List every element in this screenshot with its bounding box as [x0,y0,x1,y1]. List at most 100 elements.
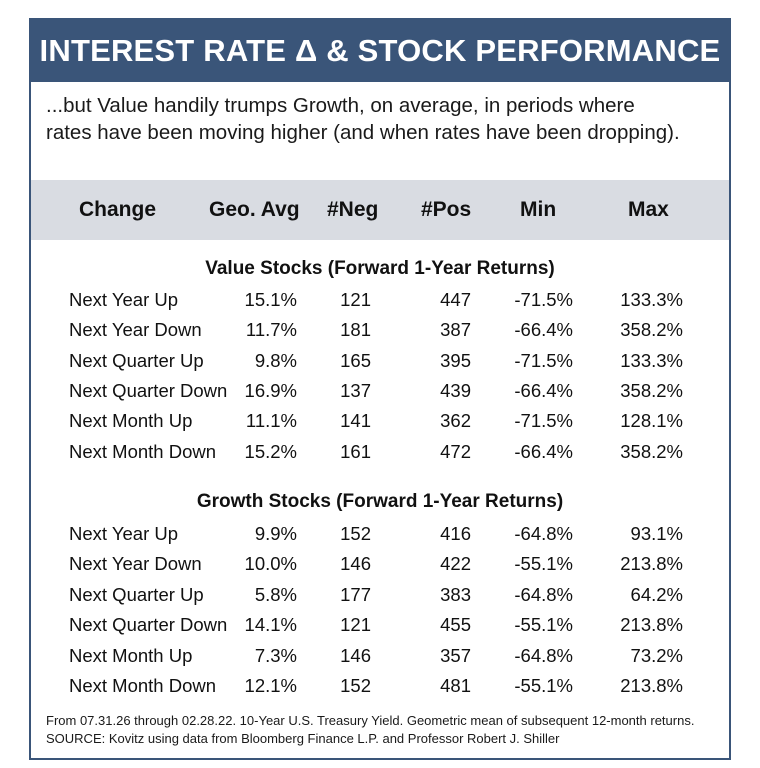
geo-avg-value: 15.2% [244,441,297,462]
row-label: Next Year Down [69,553,202,574]
geo-avg-value: 9.9% [254,523,297,544]
subtitle-line-1: ...but Value handily trumps Growth, on a… [46,94,635,117]
pos-count: 362 [440,410,471,431]
neg-count: 121 [340,289,371,310]
subtitle-line-2: rates have been moving higher (and when … [46,121,680,144]
geo-avg-value: 16.9% [244,380,297,401]
neg-count: 161 [340,441,371,462]
neg-count: 146 [340,553,371,574]
table-row: Next Year Up 15.1% 121 447 -71.5% 133.3% [31,285,729,315]
geo-avg-value: 5.8% [254,584,297,605]
pos-count: 357 [440,645,471,666]
row-label: Next Month Up [69,645,193,666]
column-header-max: Max [628,198,669,221]
min-value: -55.1% [514,675,573,696]
pos-count: 383 [440,584,471,605]
neg-count: 121 [340,614,371,635]
pos-count: 422 [440,553,471,574]
figure-frame: INTEREST RATE Δ & STOCK PERFORMANCE ...b… [29,18,731,760]
figure-subtitle: ...but Value handily trumps Growth, on a… [46,92,716,146]
section-title-value: Value Stocks (Forward 1-Year Returns) [205,258,555,279]
table-row: Next Year Down 10.0% 146 422 -55.1% 213.… [31,549,729,579]
column-header-min: Min [520,198,557,221]
min-value: -64.8% [514,645,573,666]
section-title-growth: Growth Stocks (Forward 1-Year Returns) [196,491,564,512]
min-value: -66.4% [514,441,573,462]
column-header-geo-avg: Geo. Avg [209,198,300,221]
geo-avg-value: 15.1% [244,289,297,310]
neg-count: 137 [340,380,371,401]
geo-avg-value: 9.8% [254,350,297,371]
min-value: -71.5% [514,410,573,431]
pos-count: 447 [440,289,471,310]
max-value: 73.2% [630,645,683,666]
row-label: Next Quarter Down [69,614,228,635]
table-row: Next Month Up 11.1% 141 362 -71.5% 128.1… [31,406,729,436]
neg-count: 177 [340,584,371,605]
row-label: Next Quarter Down [69,380,228,401]
max-value: 93.1% [630,523,683,544]
row-label: Next Year Down [69,319,202,340]
footnote-line-1: From 07.31.26 through 02.28.22. 10-Year … [46,713,695,728]
min-value: -66.4% [514,319,573,340]
max-value: 128.1% [620,410,683,431]
max-value: 358.2% [620,380,683,401]
neg-count: 152 [340,675,371,696]
table-row: Next Quarter Down 16.9% 137 439 -66.4% 3… [31,376,729,406]
row-label: Next Month Down [69,675,217,696]
min-value: -55.1% [514,553,573,574]
pos-count: 439 [440,380,471,401]
table-header: Change Geo. Avg #Neg #Pos Min Max [31,180,729,240]
table-row: Next Month Down 15.2% 161 472 -66.4% 358… [31,437,729,467]
table-row: Next Quarter Up 5.8% 177 383 -64.8% 64.2… [31,580,729,610]
max-value: 133.3% [620,350,683,371]
geo-avg-value: 14.1% [244,614,297,635]
neg-count: 146 [340,645,371,666]
table-row: Next Year Up 9.9% 152 416 -64.8% 93.1% [31,519,729,549]
neg-count: 152 [340,523,371,544]
geo-avg-value: 10.0% [244,553,297,574]
max-value: 358.2% [620,441,683,462]
table-row: Next Quarter Down 14.1% 121 455 -55.1% 2… [31,610,729,640]
max-value: 133.3% [620,289,683,310]
pos-count: 416 [440,523,471,544]
pos-count: 387 [440,319,471,340]
pos-count: 455 [440,614,471,635]
pos-count: 395 [440,350,471,371]
row-label: Next Month Down [69,441,217,462]
column-header-neg: #Neg [327,198,379,221]
geo-avg-value: 11.7% [245,319,297,340]
min-value: -55.1% [514,614,573,635]
pos-count: 472 [440,441,471,462]
min-value: -71.5% [514,350,573,371]
table-row: Next Month Down 12.1% 152 481 -55.1% 213… [31,671,729,701]
geo-avg-value: 11.1% [245,410,297,431]
max-value: 64.2% [630,584,683,605]
min-value: -64.8% [514,523,573,544]
neg-count: 165 [340,350,371,371]
max-value: 213.8% [620,614,683,635]
figure-title: INTEREST RATE Δ & STOCK PERFORMANCE [31,20,729,82]
footnote-source: SOURCE: Kovitz using data from Bloomberg… [46,731,560,746]
table-row: Next Quarter Up 9.8% 165 395 -71.5% 133.… [31,346,729,376]
geo-avg-value: 7.3% [254,645,297,666]
row-label: Next Month Up [69,410,193,431]
geo-avg-value: 12.1% [244,675,297,696]
min-value: -64.8% [514,584,573,605]
min-value: -66.4% [514,380,573,401]
table-row: Next Year Down 11.7% 181 387 -66.4% 358.… [31,315,729,345]
column-header-change: Change [79,198,157,221]
max-value: 213.8% [620,675,683,696]
min-value: -71.5% [514,289,573,310]
row-label: Next Year Up [69,523,179,544]
row-label: Next Quarter Up [69,584,204,605]
max-value: 213.8% [620,553,683,574]
pos-count: 481 [440,675,471,696]
neg-count: 181 [340,319,371,340]
table-row: Next Month Up 7.3% 146 357 -64.8% 73.2% [31,641,729,671]
max-value: 358.2% [620,319,683,340]
row-label: Next Year Up [69,289,179,310]
neg-count: 141 [340,410,371,431]
footnote: From 07.31.26 through 02.28.22. 10-Year … [46,712,726,748]
row-label: Next Quarter Up [69,350,204,371]
